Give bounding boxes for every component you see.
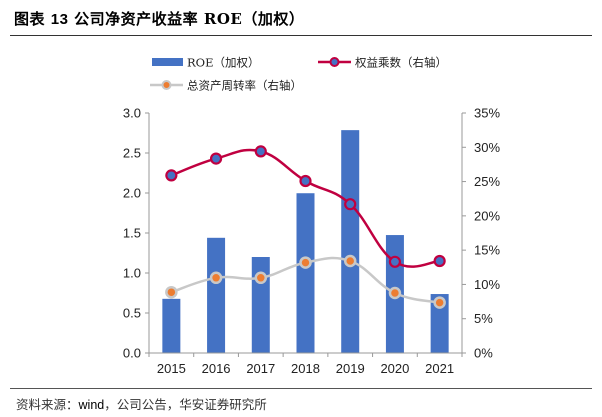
point-2015 <box>165 169 178 182</box>
right-tick-label: 10% <box>474 277 500 292</box>
left-tick-label: 1.5 <box>123 226 141 241</box>
x-tick-label: 2021 <box>425 361 454 376</box>
source-en: wind <box>78 398 105 412</box>
source-rest: ，公司公告，华安证券研究所 <box>104 397 267 412</box>
legend-swatch-marker <box>329 57 340 67</box>
point-2020 <box>388 255 402 268</box>
x-tick-label: 2020 <box>380 361 409 376</box>
left-tick-label: 1.0 <box>123 266 141 281</box>
right-tick-label: 15% <box>474 243 500 258</box>
legend-label: ROE（加权） <box>187 56 259 70</box>
title-number: 13 <box>50 11 69 28</box>
source-note: 资料来源：wind，公司公告，华安证券研究所 <box>16 394 267 413</box>
bar-2015 <box>162 298 181 353</box>
left-tick-label: 0.0 <box>123 346 141 361</box>
bar-2019 <box>341 130 360 353</box>
right-tick-label: 5% <box>474 311 493 326</box>
legend-swatch-marker <box>161 80 172 90</box>
point-2016 <box>209 271 223 285</box>
point-2020 <box>388 286 402 300</box>
x-tick-label: 2015 <box>157 361 186 376</box>
lines <box>165 145 446 309</box>
left-tick-label: 2.5 <box>123 146 141 161</box>
point-2016 <box>209 152 223 165</box>
title-prefix: 图表 <box>14 10 46 28</box>
title-divider <box>10 35 592 36</box>
bar-2017 <box>251 257 270 353</box>
source-label: 资料来源： <box>16 397 79 412</box>
legend: ROE（加权） 权益乘数（右轴） 总资产周转率（右轴） <box>150 56 447 93</box>
x-tick-label: 2017 <box>246 361 275 376</box>
bar-2021 <box>430 294 449 353</box>
left-tick-label: 0.5 <box>123 306 141 321</box>
point-2021 <box>433 296 446 309</box>
point-2017 <box>254 145 267 158</box>
legend-item-2: 权益乘数（右轴） <box>318 56 447 70</box>
x-tick-label: 2016 <box>202 361 231 376</box>
point-2015 <box>165 285 178 299</box>
right-tick-label: 30% <box>474 140 500 155</box>
point-2018 <box>299 174 312 188</box>
legend-label: 权益乘数（右轴） <box>355 56 447 70</box>
legend-item-1: ROE（加权） <box>152 56 259 70</box>
bar-2016 <box>207 237 226 353</box>
point-2019 <box>344 198 357 211</box>
bars-roe <box>162 130 449 353</box>
point-2018 <box>299 256 312 269</box>
right-tick-label: 0% <box>474 346 493 361</box>
axes: 0.0 0.5 1.0 1.5 2.0 2.5 3.0 0% 5% 10% 15% 20% 25% 30%… <box>123 106 501 377</box>
footer-divider <box>10 388 592 389</box>
point-2021 <box>433 254 446 268</box>
right-tick-label: 20% <box>474 208 500 223</box>
right-tick-label: 35% <box>474 106 500 121</box>
bar-2018 <box>296 193 315 353</box>
x-tick-label: 2019 <box>336 361 365 376</box>
left-tick-label: 3.0 <box>123 106 141 121</box>
legend-label: 总资产周转率（右轴） <box>187 79 302 93</box>
legend-item-3: 总资产周转率（右轴） <box>150 79 302 93</box>
chart-title: 图表 13 公司净资产收益率 ROE（加权） <box>14 8 304 29</box>
left-tick-label: 2.0 <box>123 186 141 201</box>
right-tick-label: 25% <box>474 174 500 189</box>
point-2019 <box>343 254 357 268</box>
legend-swatch-bar <box>152 58 183 66</box>
point-2017 <box>254 271 268 285</box>
title-text: 公司净资产收益率 ROE（加权） <box>74 10 305 28</box>
x-tick-label: 2018 <box>291 361 320 376</box>
